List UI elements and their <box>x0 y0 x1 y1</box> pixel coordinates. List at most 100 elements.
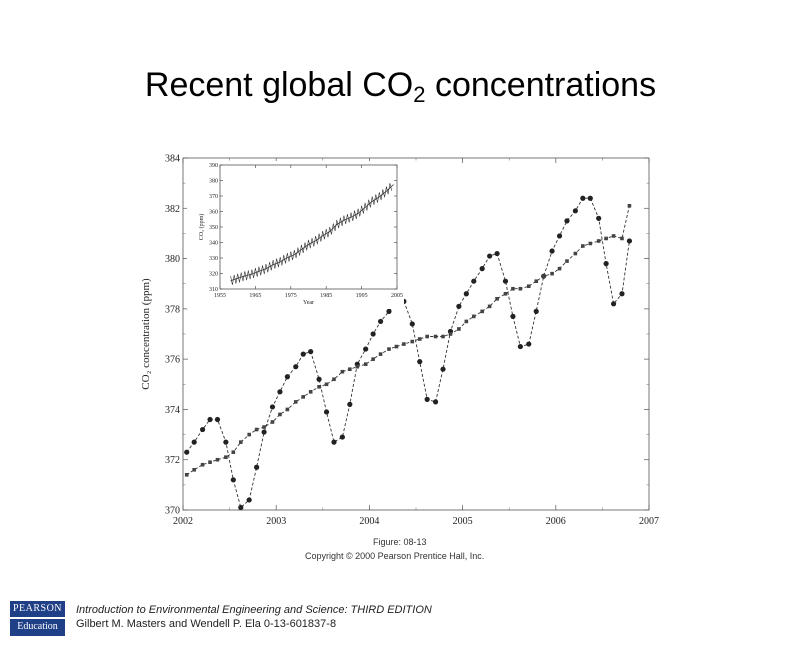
main-series-1-point <box>417 359 423 365</box>
main-series-2-point <box>231 450 236 454</box>
main-series-2-point <box>184 473 189 477</box>
main-series-1-point <box>277 389 283 395</box>
main-series-1-point <box>339 434 345 440</box>
main-series-1-point <box>269 404 276 410</box>
inset-y-tick-label: 310 <box>209 287 218 293</box>
main-y-tick-label: 376 <box>165 355 180 366</box>
main-series-1-point <box>331 439 337 445</box>
main-x-tick-label: 2004 <box>359 516 379 527</box>
main-series-2-point <box>270 420 275 424</box>
logo-top-text: PEARSON <box>12 603 63 614</box>
main-series-1-point <box>254 464 260 470</box>
inset-x-tick-label: 1965 <box>249 293 261 299</box>
inset-y-tick-label: 350 <box>209 225 218 231</box>
main-series-2-point <box>278 412 282 417</box>
main-series-2-point <box>511 286 515 291</box>
main-series-1-point <box>386 308 392 314</box>
main-y-tick-label: 374 <box>165 405 180 416</box>
inset-y-tick-label: 320 <box>209 272 218 278</box>
main-x-tick-label: 2006 <box>546 516 566 527</box>
main-series-2-point <box>417 337 422 341</box>
main-series-1-point <box>199 426 206 433</box>
main-series-2-point <box>441 334 445 339</box>
main-series-1-point <box>487 253 493 259</box>
main-y-tick-label: 382 <box>165 204 180 215</box>
inset-y-tick-label: 330 <box>209 256 218 262</box>
main-series-2-point <box>224 455 228 459</box>
book-authors: Gilbert M. Masters and Wendell P. Ela 0-… <box>76 618 337 630</box>
main-series-1-point <box>424 396 430 402</box>
main-series-1-point <box>316 376 322 382</box>
main-series-2-point <box>518 286 523 291</box>
main-series-2-point <box>324 382 329 387</box>
main-series-1-point <box>494 250 500 257</box>
main-series-2-point <box>581 244 585 248</box>
main-x-tick-label: 2003 <box>266 516 286 527</box>
title-main: Recent global CO <box>144 66 414 104</box>
main-series-2-point <box>410 339 415 344</box>
main-series-2-point <box>503 291 508 296</box>
main-series-2-point <box>208 460 212 465</box>
main-series-2-point <box>402 342 406 346</box>
inset-x-tick-label: 1985 <box>320 293 332 299</box>
main-series-2-line <box>186 205 630 476</box>
main-series-2-point <box>238 440 243 444</box>
main-series-2-point <box>596 239 601 243</box>
inset-y-tick-label: 340 <box>209 241 218 247</box>
main-series-2-point <box>573 251 578 256</box>
main-series-2-point <box>541 274 546 278</box>
main-series-2-point <box>526 284 531 289</box>
main-series-1-point <box>517 343 523 350</box>
footer-text: Introduction to Environmental Engineerin… <box>76 603 432 631</box>
main-series-1-point <box>526 341 532 347</box>
main-series-2-point <box>480 309 484 314</box>
title-tail: concentrations <box>425 66 657 104</box>
main-series-1-point <box>308 349 314 355</box>
main-x-tick-label: 2002 <box>173 516 193 527</box>
main-series-2-point <box>448 332 453 336</box>
main-series-1-point <box>564 218 570 224</box>
main-series-2-point <box>627 203 632 208</box>
main-series-1-point <box>610 301 617 307</box>
main-series-1-point <box>293 364 299 370</box>
main-series-2-point <box>200 462 205 467</box>
main-series-1-point <box>479 266 485 272</box>
main-series-1-point <box>572 208 578 214</box>
main-series-2-point <box>611 234 616 238</box>
inset-series-1-line <box>230 184 394 282</box>
main-series-1-point <box>533 308 539 314</box>
figure-copyright: Copyright © 2000 Pearson Prentice Hall, … <box>305 551 485 561</box>
main-series-1-point <box>300 351 306 357</box>
main-x-tick-label: 2005 <box>453 516 473 527</box>
inset-y-tick-label: 380 <box>209 179 218 185</box>
inset-y-tick-label: 370 <box>209 194 218 200</box>
main-series-1-point <box>626 238 633 244</box>
inset-plot-background <box>220 165 397 289</box>
main-y-axis-label: CO₂ concentration (ppm) <box>140 278 152 390</box>
inset-x-tick-label: 1995 <box>356 293 368 299</box>
pearson-logo: PEARSON Education <box>10 601 65 636</box>
inset-y-axis-label: CO₂ (ppm) <box>198 214 205 241</box>
main-series-1-point <box>409 321 415 327</box>
main-series-1-point <box>230 477 236 483</box>
main-series-2-point <box>471 314 476 319</box>
logo-bottom-text: Education <box>17 621 58 632</box>
main-series-1-point <box>363 346 369 352</box>
main-series-1-point <box>619 291 625 297</box>
main-series-2-point <box>332 377 336 382</box>
main-series-1-point <box>556 233 563 239</box>
main-y-tick-label: 384 <box>165 154 180 165</box>
main-series-2-point <box>215 457 220 462</box>
inset-y-tick-label: 360 <box>209 210 218 216</box>
main-series-1-point <box>603 261 609 267</box>
main-series-2-point <box>550 271 554 276</box>
main-series-2-point <box>340 369 345 374</box>
main-series-2-point <box>355 364 360 369</box>
main-series-1-point <box>502 278 509 284</box>
main-x-tick-label: 2007 <box>639 516 659 527</box>
main-series-2-point <box>620 236 624 241</box>
main-series-2-point <box>433 334 438 339</box>
main-series-2-point <box>192 467 196 472</box>
main-series-1-point <box>207 416 213 423</box>
main-series-1-point <box>456 303 462 309</box>
